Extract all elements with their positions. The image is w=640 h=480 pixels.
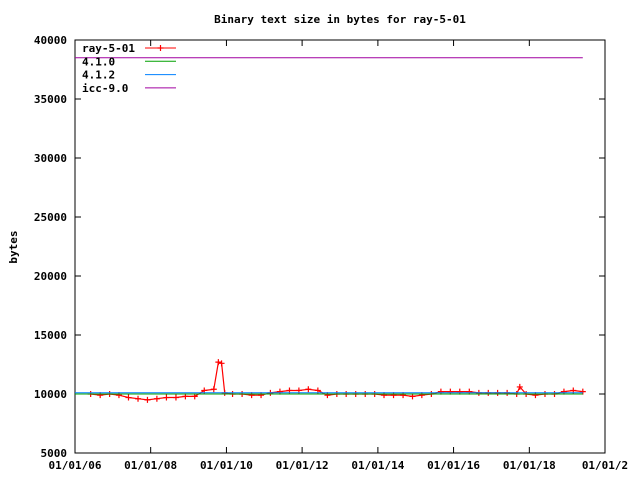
data-point (210, 386, 217, 393)
y-tick-label: 25000 (34, 211, 67, 224)
data-point (172, 394, 179, 401)
x-tick-label: 01/01/10 (200, 459, 253, 472)
x-tick-label: 01/01/12 (276, 459, 329, 472)
data-point (218, 360, 225, 367)
y-tick-label: 10000 (34, 388, 67, 401)
y-tick-label: 15000 (34, 329, 67, 342)
series-layer (75, 57, 586, 403)
legend-label: 4.1.0 (82, 55, 115, 68)
x-tick-label: 01/01/14 (351, 459, 404, 472)
x-tick-label: 01/01/08 (124, 459, 177, 472)
data-point (215, 359, 222, 366)
data-point (579, 388, 586, 395)
x-tick-label: 01/01/06 (49, 459, 102, 472)
y-axis-label: bytes (7, 230, 20, 263)
legend-label: 4.1.2 (82, 69, 115, 82)
y-tick-label: 35000 (34, 93, 67, 106)
data-point (163, 394, 170, 401)
data-point (305, 386, 312, 393)
x-tick-label: 01/01/16 (427, 459, 480, 472)
y-tick-label: 20000 (34, 270, 67, 283)
x-tick-label: 01/01/2 (582, 459, 628, 472)
y-axis: 5000 10000 15000 20000 25000 30000 35000 40000 (34, 34, 605, 460)
plot-frame (74, 39, 606, 454)
legend-label: ray-5-01 (82, 42, 135, 55)
legend-marker (157, 45, 164, 51)
chart-title: Binary text size in bytes for ray-5-01 (214, 13, 466, 26)
data-point (516, 383, 523, 390)
data-point (135, 395, 142, 402)
y-tick-label: 30000 (34, 152, 67, 165)
x-tick-label: 01/01/18 (503, 459, 556, 472)
y-tick-label: 40000 (34, 34, 67, 47)
y-tick-label: 5000 (41, 447, 68, 460)
data-point (125, 394, 132, 401)
legend-label: icc-9.0 (82, 82, 128, 95)
data-point (153, 395, 160, 402)
data-point (144, 396, 151, 403)
x-axis: 01/01/06 01/01/08 01/01/10 01/01/12 01/01/14… (49, 40, 628, 472)
